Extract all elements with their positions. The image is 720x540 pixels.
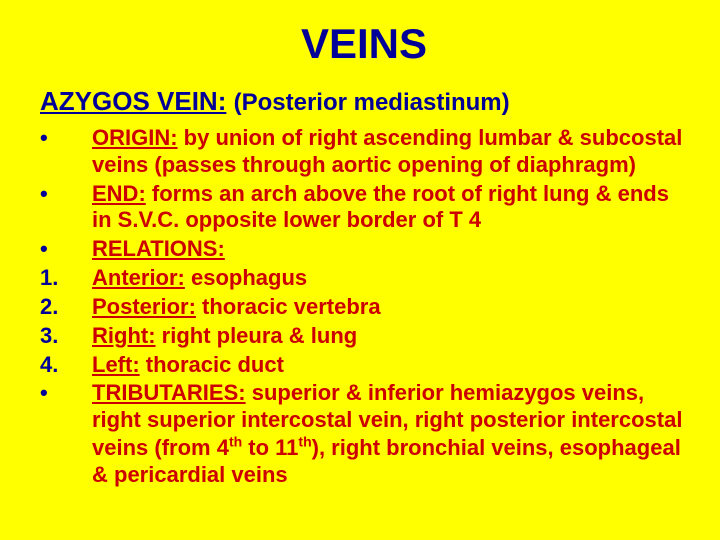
item-rest: thoracic duct xyxy=(140,352,284,377)
list-item: 1. Anterior: esophagus xyxy=(40,265,688,294)
item-label: Left: xyxy=(92,352,140,377)
item-text: Anterior: esophagus xyxy=(92,265,688,294)
list-item: 3. Right: right pleura & lung xyxy=(40,323,688,352)
content-list: • ORIGIN: by union of right ascending lu… xyxy=(40,125,688,491)
item-text: TRIBUTARIES: superior & inferior hemiazy… xyxy=(92,380,688,491)
slide-subtitle: AZYGOS VEIN: (Posterior mediastinum) xyxy=(40,86,688,117)
item-text: Right: right pleura & lung xyxy=(92,323,688,352)
item-text: Left: thoracic duct xyxy=(92,352,688,381)
bullet-icon: • xyxy=(40,125,92,181)
subtitle-label: AZYGOS VEIN: xyxy=(40,86,226,116)
item-label: ORIGIN: xyxy=(92,125,178,150)
item-label: Posterior: xyxy=(92,294,196,319)
bullet-icon: • xyxy=(40,181,92,237)
bullet-icon: 3. xyxy=(40,323,92,352)
item-text: END: forms an arch above the root of rig… xyxy=(92,181,688,237)
bullet-icon: 1. xyxy=(40,265,92,294)
list-item: • ORIGIN: by union of right ascending lu… xyxy=(40,125,688,181)
bullet-icon: • xyxy=(40,380,92,491)
item-label: END: xyxy=(92,181,146,206)
item-label: Right: xyxy=(92,323,156,348)
slide-title: VEINS xyxy=(40,20,688,68)
slide: VEINS AZYGOS VEIN: (Posterior mediastinu… xyxy=(0,0,720,511)
list-item: • RELATIONS: xyxy=(40,236,688,265)
item-text: Posterior: thoracic vertebra xyxy=(92,294,688,323)
item-rest: right pleura & lung xyxy=(156,323,358,348)
subtitle-location: (Posterior mediastinum) xyxy=(234,89,510,116)
list-item: • END: forms an arch above the root of r… xyxy=(40,181,688,237)
bullet-icon: 2. xyxy=(40,294,92,323)
item-label: RELATIONS: xyxy=(92,236,225,261)
item-rest: esophagus xyxy=(185,265,307,290)
item-rest: forms an arch above the root of right lu… xyxy=(92,181,669,233)
item-rest: by union of right ascending lumbar & sub… xyxy=(92,125,682,177)
list-item: 2. Posterior: thoracic vertebra xyxy=(40,294,688,323)
item-label: TRIBUTARIES: xyxy=(92,380,246,405)
item-label: Anterior: xyxy=(92,265,185,290)
list-item: 4. Left: thoracic duct xyxy=(40,352,688,381)
item-text: RELATIONS: xyxy=(92,236,688,265)
item-text: ORIGIN: by union of right ascending lumb… xyxy=(92,125,688,181)
bullet-icon: • xyxy=(40,236,92,265)
item-rest: thoracic vertebra xyxy=(196,294,381,319)
bullet-icon: 4. xyxy=(40,352,92,381)
list-item: • TRIBUTARIES: superior & inferior hemia… xyxy=(40,380,688,491)
